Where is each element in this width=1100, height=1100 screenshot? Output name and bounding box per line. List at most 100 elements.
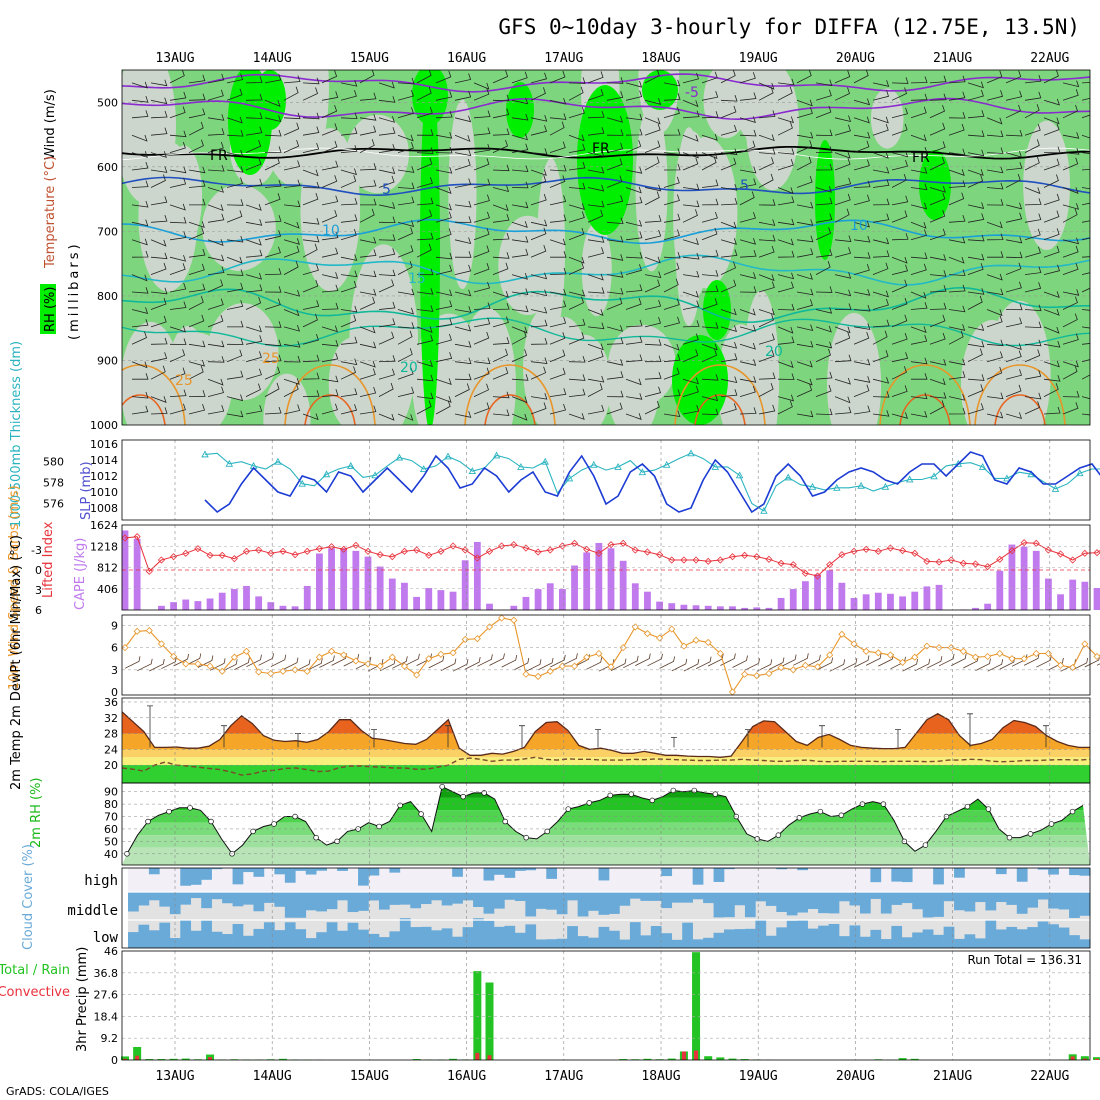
wind-barb (378, 413, 395, 421)
wind-barb (264, 298, 281, 310)
cloud-mid-bar (1058, 892, 1070, 910)
wind-barb (169, 403, 186, 415)
cape-bar (291, 606, 299, 610)
wind-barb (796, 248, 814, 258)
precip-convective-bar (1082, 1058, 1087, 1060)
precip-tick: 46 (104, 945, 118, 958)
cloud-mid-bar (985, 892, 997, 911)
lifted-index-point (886, 544, 895, 552)
cloud-high-bar (933, 868, 944, 885)
rh2m-point (796, 815, 803, 821)
date-tick-top: 19AUG (739, 51, 778, 66)
wind-barb (302, 354, 320, 363)
wind10m-barb (635, 653, 651, 666)
thickness-point (784, 473, 792, 481)
wind-barb (378, 116, 396, 123)
wind-barb (967, 374, 985, 381)
wind-barb (967, 403, 984, 415)
wind-barb (606, 325, 624, 332)
wind-barb (340, 254, 358, 261)
wind-barb (720, 148, 738, 156)
thickness-point (760, 506, 768, 514)
temp-minmax-bar (1043, 725, 1049, 748)
wind-barb (986, 130, 1004, 138)
wind-barb (720, 183, 738, 191)
wind-barb (207, 128, 225, 136)
wind-barb (150, 110, 168, 119)
wind10m-point (498, 614, 506, 622)
wind-barb (226, 210, 243, 223)
wind-barb (150, 166, 168, 173)
cloud-high-bar (389, 868, 401, 873)
cloud-mid-bar (744, 892, 756, 918)
wind-barb (853, 405, 871, 415)
rh-label: RH (%) (43, 287, 58, 332)
wind-barb (796, 324, 814, 332)
wind-barb (245, 76, 263, 84)
wind-barb (891, 210, 908, 223)
wind-barb (264, 321, 282, 328)
cape-bar (619, 560, 627, 610)
wind-barb (321, 140, 338, 153)
wind-barb (891, 297, 908, 310)
wind-barb (815, 341, 833, 349)
rh2m-tick: 40 (104, 848, 118, 861)
wind-barb (587, 200, 605, 208)
wind-barb (910, 76, 928, 84)
wind-barb (321, 175, 338, 188)
date-tick-bottom: 20AUG (836, 1069, 875, 1084)
wind-barb (511, 71, 528, 84)
wind-barb (207, 73, 225, 84)
wind-barb (1024, 401, 1041, 415)
wind10m-barb (732, 655, 748, 668)
wind-barb (967, 169, 984, 176)
wind-barb (1005, 70, 1022, 84)
wind-barb (625, 186, 642, 194)
wind-barb (891, 123, 908, 136)
wind-barb (1024, 304, 1042, 312)
rh2m-point (754, 836, 761, 842)
wind-barb (397, 245, 414, 258)
cloud-mid-bar (776, 892, 788, 912)
cape-bar (826, 570, 834, 610)
lifted-index-point (206, 551, 214, 559)
wind-barb (967, 253, 985, 261)
wind-barb (644, 400, 660, 415)
wind-barb (549, 300, 567, 310)
wind-barb (473, 281, 491, 293)
wind-barb (454, 411, 472, 418)
wind-barb (835, 303, 852, 310)
date-tick-top: 16AUG (447, 51, 486, 66)
wind-barb (302, 181, 320, 189)
temp2m-band (122, 749, 1090, 758)
wind-label: Wind (m/s) (43, 89, 58, 160)
wind10m-barb (173, 653, 189, 667)
wind-barb (1081, 237, 1090, 241)
isotherm-line (122, 254, 1090, 286)
wind-barb (359, 368, 376, 380)
wind-barb (796, 299, 813, 310)
wind-barb (967, 149, 985, 157)
wind-barb (340, 175, 357, 188)
wind10m-point (813, 663, 822, 671)
cloud-frame (121, 867, 1091, 949)
wind-barb (701, 211, 718, 223)
wind-barb (1024, 139, 1040, 153)
wind-barb (283, 378, 300, 385)
wind-barb (967, 348, 983, 363)
wind-barb (568, 182, 586, 190)
wind-barb (967, 234, 985, 242)
cloud-mid-bar (650, 892, 662, 901)
wind-barb (758, 173, 774, 188)
precip-convective-bar (123, 1058, 127, 1060)
wind-barb (796, 219, 814, 226)
wind10m-point (206, 662, 214, 670)
date-tick-top: 18AUG (641, 51, 680, 66)
wind-barb (207, 213, 225, 223)
wind-barb (568, 355, 586, 363)
wind10m-barb (562, 653, 578, 666)
wind10m-barb (659, 656, 675, 669)
rh-dry-area (122, 321, 181, 425)
wind-barb (492, 213, 510, 223)
wind-barb (929, 332, 946, 345)
